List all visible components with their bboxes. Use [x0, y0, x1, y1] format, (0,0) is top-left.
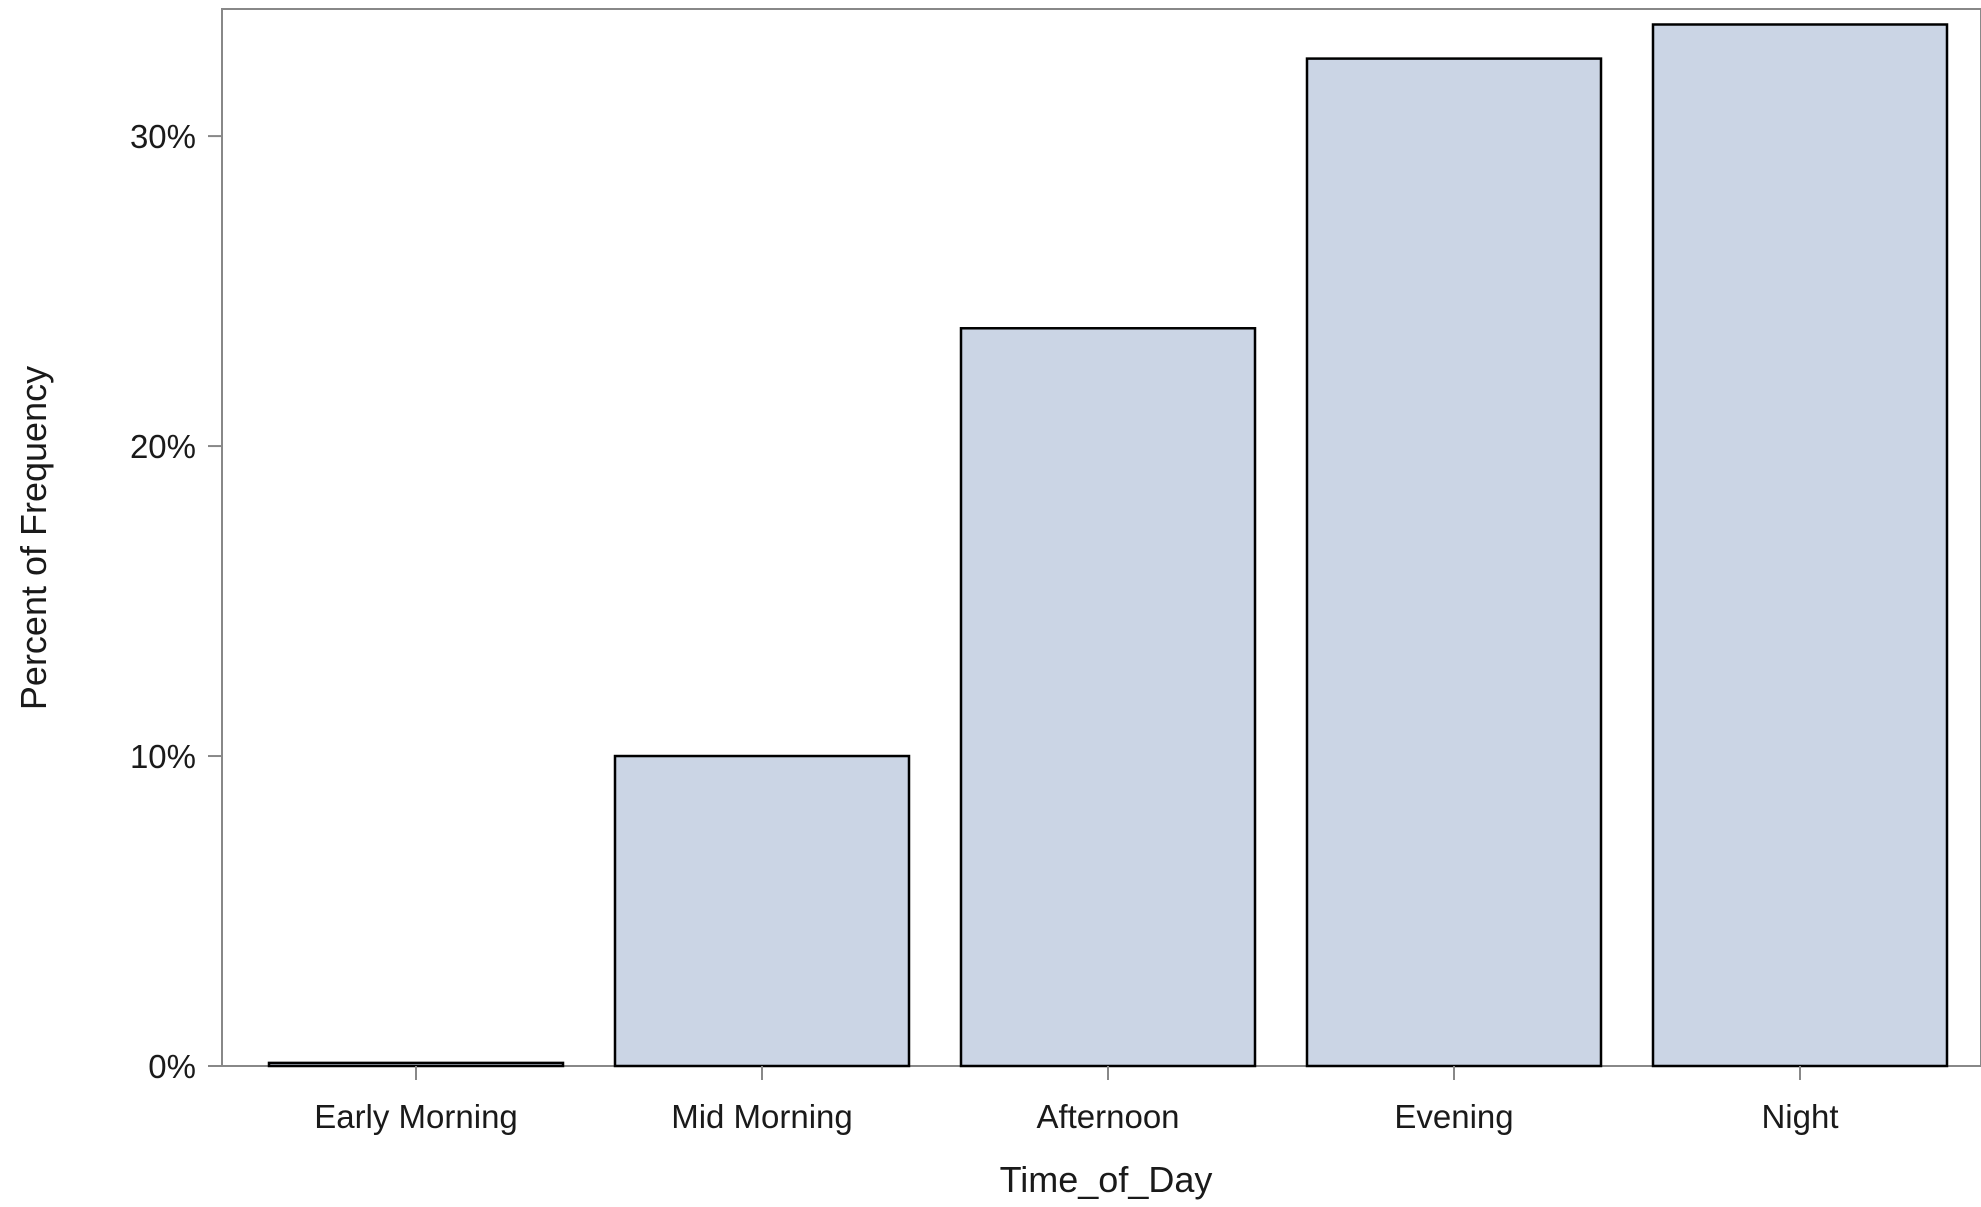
y-tick-label: 0% — [148, 1048, 196, 1085]
y-axis: 0% 10% 20% 30% — [130, 118, 222, 1085]
y-tick-label: 30% — [130, 118, 196, 155]
x-tick-label: Early Morning — [314, 1098, 518, 1135]
x-tick-label: Evening — [1394, 1098, 1513, 1135]
bar — [267, 1061, 565, 1068]
y-tick-label: 20% — [130, 428, 196, 465]
x-tick-label: Mid Morning — [671, 1098, 853, 1135]
y-tick-label: 10% — [130, 738, 196, 775]
x-tick-label: Night — [1761, 1098, 1838, 1135]
bar — [1305, 57, 1603, 1068]
bar — [1651, 23, 1949, 1068]
bars-group — [267, 23, 1949, 1068]
x-axis-title: Time_of_Day — [1000, 1159, 1213, 1200]
y-axis-title: Percent of Frequency — [13, 366, 54, 710]
x-tick-label: Afternoon — [1036, 1098, 1179, 1135]
bar — [959, 327, 1257, 1068]
bar — [613, 754, 911, 1068]
x-axis: Early Morning Mid Morning Afternoon Evening… — [314, 1066, 1839, 1135]
